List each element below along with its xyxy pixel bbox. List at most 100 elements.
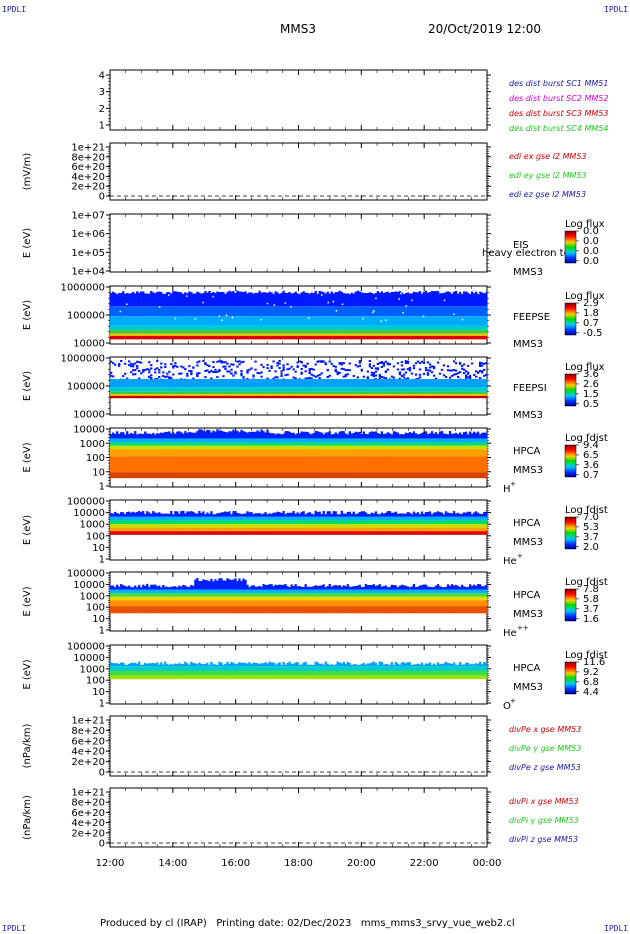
heatmap-cell xyxy=(230,442,233,446)
heatmap-cell xyxy=(244,330,247,334)
heatmap-cell xyxy=(186,316,189,326)
heatmap-cell xyxy=(434,377,438,380)
heatmap-cell xyxy=(306,379,309,388)
heatmap-cell xyxy=(236,449,239,457)
plot-frame xyxy=(109,69,488,131)
heatmap-cell xyxy=(214,527,217,532)
heatmap-cell xyxy=(110,442,113,446)
heatmap-cell xyxy=(310,445,313,450)
heatmap-cell xyxy=(280,330,283,334)
heatmap-cell xyxy=(216,333,219,336)
heatmap-cell xyxy=(264,445,267,450)
heatmap-cell xyxy=(324,387,327,392)
heatmap-cell xyxy=(276,433,279,439)
heatmap-cell xyxy=(248,387,251,392)
heatmap-cell xyxy=(410,330,414,334)
heatmap-cell xyxy=(200,520,203,524)
heatmap-cell xyxy=(206,527,209,532)
heatmap-cell xyxy=(220,456,223,473)
heatmap-cell xyxy=(110,360,113,363)
heatmap-cell xyxy=(258,387,261,392)
heatmap-cell xyxy=(158,442,161,446)
heatmap-cell xyxy=(376,333,380,336)
heatmap-cell xyxy=(456,379,460,388)
heatmap-cell xyxy=(404,438,408,443)
heatmap-cell xyxy=(262,330,265,334)
heatmap-cell xyxy=(456,372,460,375)
heatmap-cell xyxy=(284,456,287,473)
heatmap-cell xyxy=(126,456,129,473)
heatmap-cell xyxy=(314,442,317,446)
heatmap-cell xyxy=(448,316,452,326)
heatmap-cell xyxy=(182,394,185,396)
heatmap-cell xyxy=(176,524,179,528)
heatmap-cell xyxy=(420,293,424,307)
heatmap-cell xyxy=(406,387,410,392)
heatmap-cell xyxy=(128,531,131,535)
heatmap-cell xyxy=(182,433,185,439)
heatmap-cell xyxy=(218,325,221,331)
heatmap-cell xyxy=(142,394,145,396)
heatmap-cell xyxy=(298,325,301,331)
heatmap-cell xyxy=(332,445,335,450)
heatmap-cell xyxy=(300,292,303,307)
heatmap-cell xyxy=(466,325,470,331)
heatmap-cell xyxy=(442,325,446,331)
heatmap-cell xyxy=(384,445,388,450)
heatmap-cell xyxy=(148,527,151,532)
heatmap-cell xyxy=(146,524,149,528)
heatmap-cell xyxy=(174,379,177,388)
heatmap-cell xyxy=(338,333,341,336)
heatmap-cell xyxy=(156,520,159,524)
heatmap-cell xyxy=(370,367,373,370)
heatmap-cell xyxy=(150,333,153,336)
heatmap-cell xyxy=(214,293,217,307)
heatmap-cell xyxy=(374,333,378,336)
heatmap-cell xyxy=(356,394,359,396)
heatmap-cell xyxy=(308,456,311,473)
heatmap-cell xyxy=(356,387,359,392)
heatmap-cell xyxy=(310,449,313,457)
heatmap-cell xyxy=(192,472,195,479)
heatmap-cell xyxy=(304,377,307,380)
heatmap-cell xyxy=(202,520,205,524)
heatmap-cell xyxy=(174,527,177,532)
heatmap-cell xyxy=(148,520,151,524)
heatmap-cell xyxy=(292,316,295,326)
heatmap-cell xyxy=(112,362,115,365)
heatmap-cell xyxy=(196,387,199,392)
heatmap-cell xyxy=(134,456,137,473)
heatmap-cell xyxy=(280,335,283,340)
heatmap-cell xyxy=(180,438,183,443)
heatmap-cell xyxy=(312,432,315,439)
heatmap-cell xyxy=(394,394,398,396)
heatmap-cell xyxy=(364,387,367,392)
heatmap-cell xyxy=(216,391,219,395)
heatmap-cell xyxy=(278,367,281,370)
heatmap-cell xyxy=(168,370,171,373)
heatmap-cell xyxy=(344,369,347,372)
heatmap-cell xyxy=(340,306,343,317)
heatmap-cell xyxy=(152,531,155,535)
heatmap-cell xyxy=(140,379,143,388)
legend-entry: des dist burst SC3 MM53 xyxy=(509,109,608,118)
heatmap-cell xyxy=(392,325,396,331)
heatmap-cell xyxy=(462,449,466,457)
heatmap-cell xyxy=(378,375,382,378)
heatmap-cell xyxy=(448,325,452,331)
colorbar-label: 6.5 xyxy=(583,450,599,461)
heatmap-cell xyxy=(298,433,301,439)
heatmap-cell xyxy=(262,316,265,326)
heatmap-cell xyxy=(170,333,173,336)
colorbar-title: Log flux xyxy=(565,219,605,230)
heatmap-cell xyxy=(158,527,161,532)
heatmap-cell xyxy=(476,456,480,473)
heatmap-cell xyxy=(370,449,373,457)
heatmap-cell xyxy=(272,394,275,396)
heatmap-cell xyxy=(448,438,452,443)
heatmap-cell xyxy=(276,472,279,479)
heatmap-cell xyxy=(398,379,402,388)
heatmap-cell xyxy=(172,395,175,399)
heatmap-cell xyxy=(172,325,175,331)
heatmap-cell xyxy=(112,527,115,532)
